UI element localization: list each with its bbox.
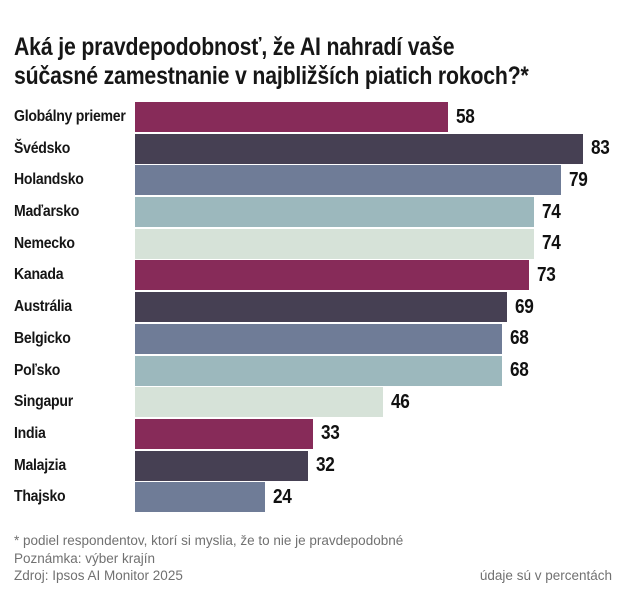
units-note: údaje sú v percentách — [479, 568, 612, 583]
bar-track: 79 — [135, 165, 624, 196]
category-label: Globálny priemer — [14, 108, 126, 125]
category-label: Nemecko — [14, 234, 75, 252]
bar-row: Švédsko 83 — [14, 133, 624, 164]
bar — [135, 323, 502, 354]
bar-track: 74 — [135, 197, 624, 228]
bar-row: Nemecko 74 — [14, 228, 624, 259]
bar — [135, 260, 529, 291]
bar-track: 74 — [135, 228, 624, 259]
bar — [135, 450, 308, 481]
bar-row: Austrália 69 — [14, 292, 624, 323]
bar-rows: Globálny priemer 58 Švédsko 83 Holandsko 79 Ma… — [14, 102, 624, 513]
note-countries: Poznámka: výber krajín — [14, 550, 156, 566]
category-label: Holandsko — [14, 171, 84, 189]
bar-row: Poľsko 68 — [14, 355, 624, 386]
value-label: 73 — [537, 263, 556, 286]
bar — [135, 418, 313, 449]
value-label: 83 — [591, 137, 610, 160]
bar — [135, 387, 383, 418]
bar — [135, 102, 448, 132]
footer-notes: * podiel respondentov, ktorí si myslia, … — [14, 532, 403, 585]
bar-track: 33 — [135, 418, 624, 449]
bar-track: 46 — [135, 387, 624, 418]
bar-track: 58 — [135, 102, 624, 132]
footnote: * podiel respondentov, ktorí si myslia, … — [14, 533, 404, 548]
bar — [135, 228, 534, 259]
bar — [135, 482, 265, 513]
value-label: 74 — [542, 200, 561, 223]
value-label: 69 — [515, 295, 534, 318]
bar-row: Belgicko 68 — [14, 323, 624, 354]
category-label: India — [14, 424, 46, 442]
category-label: Singapur — [14, 393, 73, 411]
bar-chart: Globálny priemer 58 Švédsko 83 Holandsko 79 Ma… — [14, 102, 624, 514]
bar-track: 73 — [135, 260, 624, 291]
bar-track: 68 — [135, 355, 624, 386]
bar-row: Singapur 46 — [14, 387, 624, 418]
bar — [135, 292, 507, 323]
category-label: Poľsko — [14, 361, 61, 379]
value-label: 68 — [510, 327, 529, 350]
bar-row: Maďarsko 74 — [14, 197, 624, 228]
category-label: Austrália — [14, 298, 72, 316]
category-label: Švédsko — [14, 139, 71, 157]
value-label: 68 — [510, 359, 529, 381]
bar-row: Globálny priemer 58 — [14, 102, 624, 132]
bar-row: India 33 — [14, 418, 624, 449]
value-label: 24 — [273, 485, 292, 508]
bar-row: Kanada 73 — [14, 260, 624, 291]
source-note: Zdroj: Ipsos AI Monitor 2025 — [14, 568, 183, 583]
bar-row: Thajsko 24 — [14, 482, 624, 513]
bar-track: 32 — [135, 450, 624, 481]
category-label: Thajsko — [14, 488, 66, 506]
bar-row: Holandsko 79 — [14, 165, 624, 196]
category-label: Belgicko — [14, 329, 71, 347]
bar-track: 69 — [135, 292, 624, 323]
value-label: 74 — [542, 232, 561, 255]
category-label: Malajzia — [14, 456, 66, 474]
bar-row: Malajzia 32 — [14, 450, 624, 481]
category-label: Kanada — [14, 266, 64, 284]
chart-title-line-2: súčasné zamestnanie v najbližších piatic… — [14, 61, 529, 90]
value-label: 32 — [316, 454, 335, 477]
bar — [135, 355, 502, 386]
bar — [135, 133, 583, 164]
bar-track: 83 — [135, 133, 624, 164]
value-label: 46 — [391, 390, 410, 413]
bar-track: 68 — [135, 323, 624, 354]
chart-title-line-1: Aká je pravdepodobnosť, že AI nahradí va… — [14, 32, 455, 61]
chart-title: Aká je pravdepodobnosť, že AI nahradí va… — [14, 33, 619, 91]
value-label: 79 — [569, 168, 588, 191]
value-label: 33 — [321, 422, 340, 445]
value-label: 58 — [456, 105, 475, 128]
category-label: Maďarsko — [14, 203, 80, 221]
bar-track: 24 — [135, 482, 624, 513]
bar — [135, 197, 534, 228]
bar — [135, 165, 561, 196]
